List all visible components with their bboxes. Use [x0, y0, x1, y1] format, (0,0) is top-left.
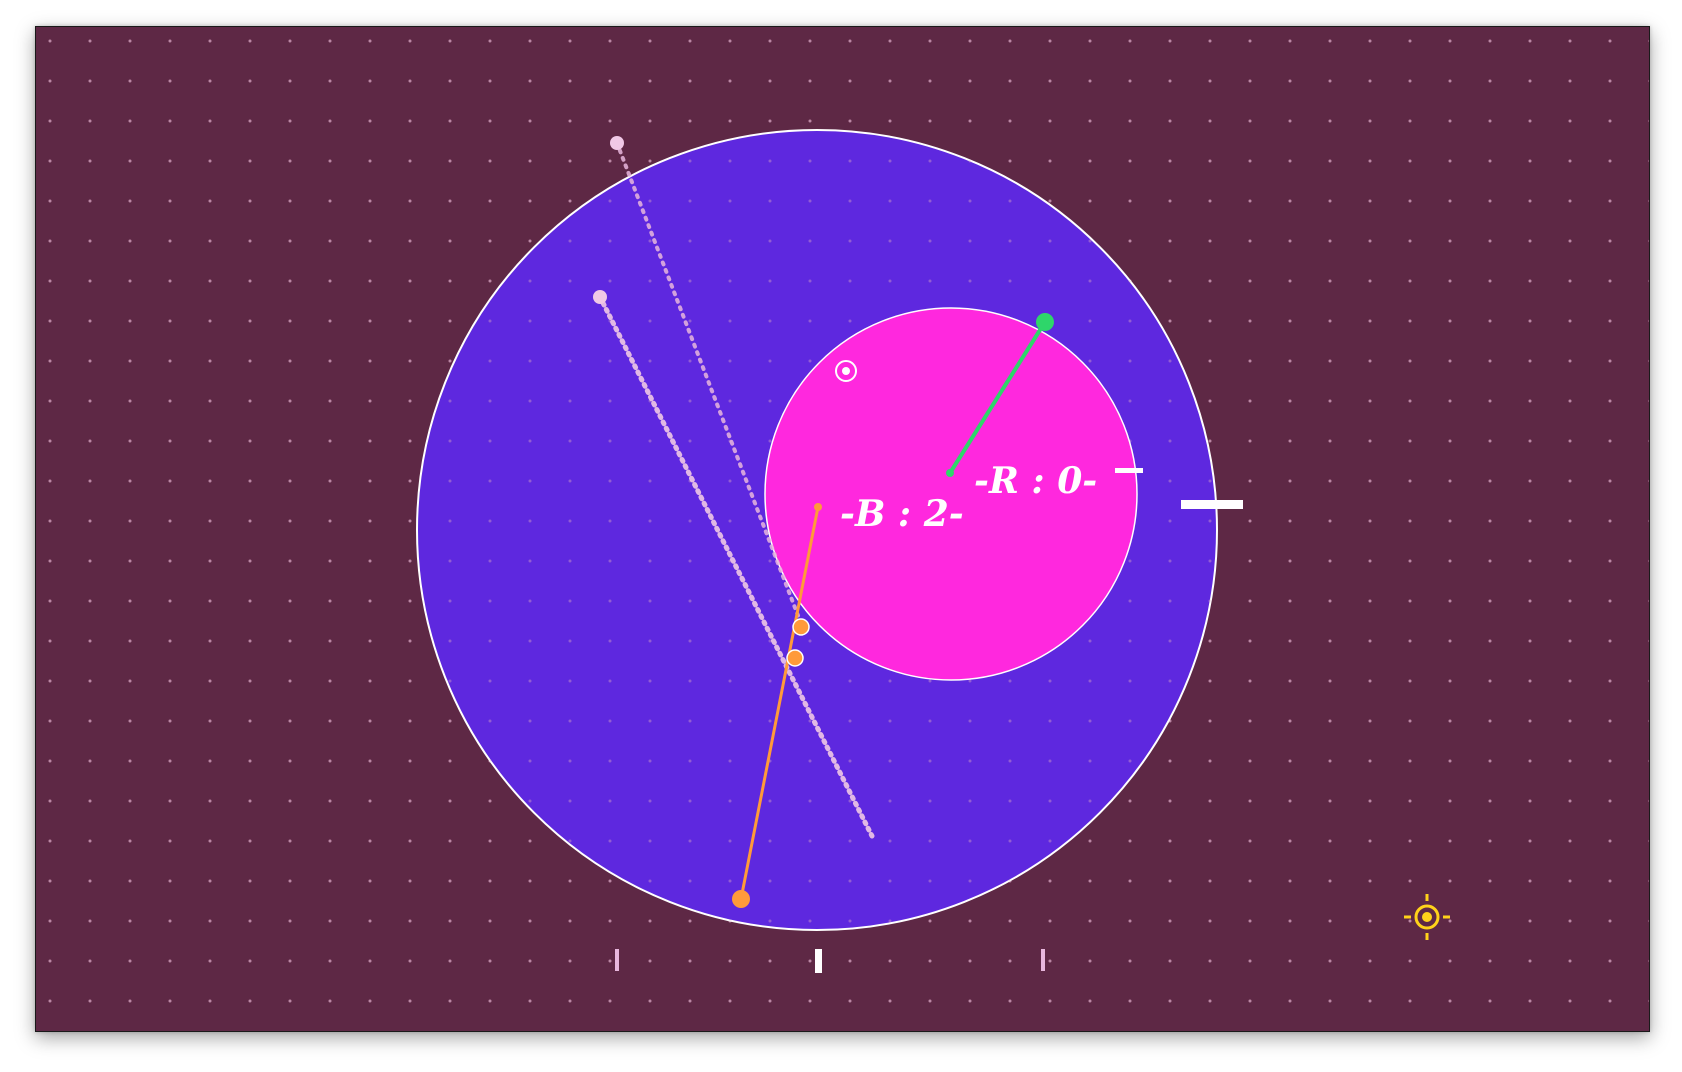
orange-ball-1[interactable] — [792, 618, 810, 636]
crosshair-target-icon[interactable] — [1404, 894, 1450, 940]
green-stick — [948, 320, 1047, 475]
bottom-tick-left — [615, 949, 619, 971]
orange-stick-pivot — [814, 503, 822, 511]
goal-dash-outer — [1181, 500, 1243, 509]
orange-stick-tip[interactable] — [732, 890, 750, 908]
score-red-label: -R : 0- — [974, 460, 1097, 502]
score-blue-label: -B : 2- — [840, 493, 964, 535]
trail-line-a — [615, 141, 804, 628]
trail-start-dot-b — [593, 290, 607, 304]
trail-start-dot-a — [610, 136, 624, 150]
green-stick-tip[interactable] — [1036, 313, 1054, 331]
green-stick-pivot — [946, 469, 954, 477]
ring-marker-icon — [835, 360, 857, 382]
orange-stick — [739, 505, 820, 901]
game-window: -B : 2- -R : 0- — [35, 26, 1650, 1032]
bottom-tick-right — [1041, 949, 1045, 971]
trail-line-b — [597, 294, 875, 839]
bottom-tick-center — [815, 949, 822, 973]
orange-ball-2[interactable] — [786, 649, 804, 667]
game-canvas[interactable]: -B : 2- -R : 0- — [36, 27, 1649, 1031]
inner-circle — [764, 307, 1138, 681]
goal-dash-inner — [1115, 468, 1143, 473]
